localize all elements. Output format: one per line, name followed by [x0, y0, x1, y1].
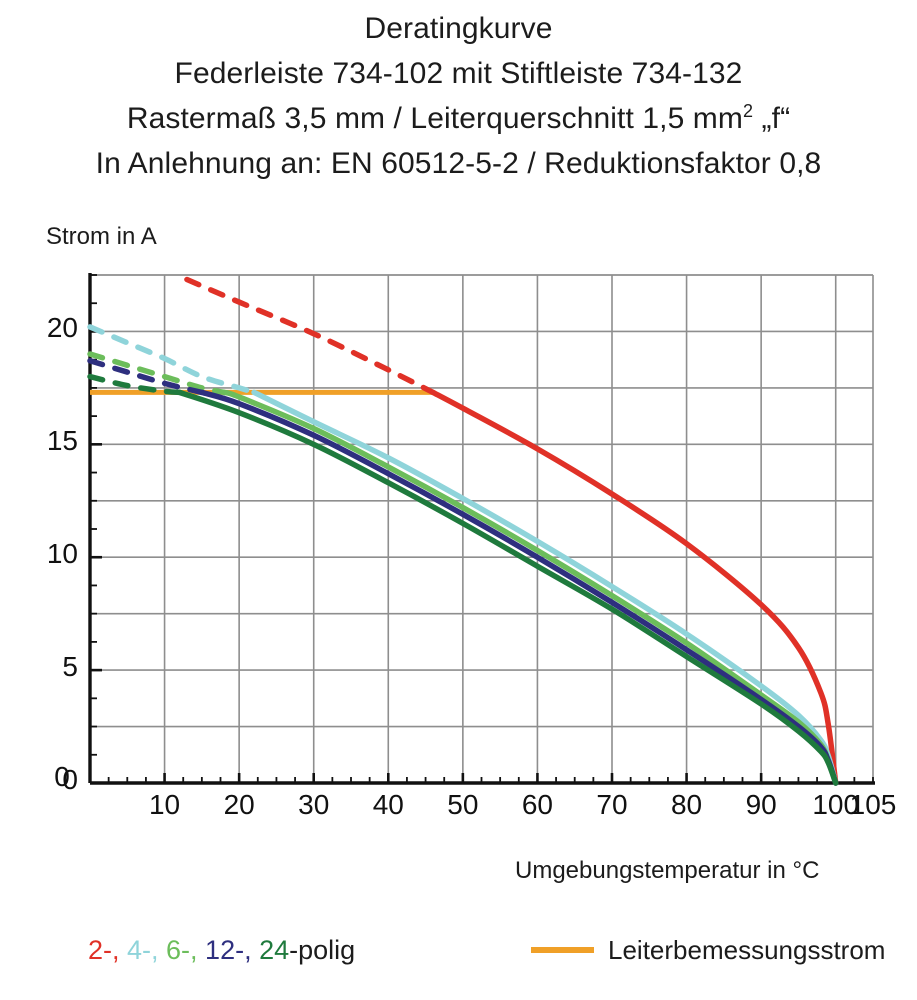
curve-2-polig-solid [430, 389, 839, 786]
chart-legend: 2-, 4-, 6-, 12-, 24-polig Leiterbemessun… [0, 930, 917, 986]
curve-24-polig-solid [176, 389, 839, 786]
title-line-2: Federleiste 734-102 mit Stiftleiste 734-… [174, 57, 743, 90]
y-tick-label: 5 [62, 651, 78, 683]
title-line-3: Rastermaß 3,5 mm / Leiterquerschnitt 1,5… [0, 96, 917, 141]
curve-12-polig-dashed [87, 358, 205, 396]
legend-pole-2: 2-, [88, 935, 128, 965]
title-line-3-superscript: 2 [742, 101, 754, 121]
x-tick-label: 50 [447, 789, 479, 820]
legend-pole-24: 24 [259, 935, 290, 965]
x-axis-title: Umgebungstemperatur in °C [515, 857, 820, 884]
x-tick-label: 100 [812, 789, 860, 820]
x-tick-label: 30 [298, 789, 330, 820]
grid-lines [90, 274, 874, 783]
curve-24-polig-dashed [87, 373, 183, 396]
legend-rated-current: Leiterbemessungsstrom [531, 930, 885, 970]
chart-title-block: Deratingkurve Federleiste 734-102 mit St… [0, 6, 917, 186]
title-line-4: In Anlehnung an: EN 60512-5-2 / Reduktio… [95, 147, 822, 180]
derating-curves [87, 276, 839, 786]
legend-line-swatch [531, 947, 594, 954]
legend-pole-6: 6-, [166, 935, 206, 965]
x-tick-label: 20 [223, 789, 255, 820]
curve-2-polig-dashed [184, 276, 436, 396]
y-tick-label: 15 [46, 425, 78, 457]
x-tick-label: 10 [148, 789, 181, 820]
legend-pole-12: 12-, [205, 935, 260, 965]
x-tick-label: 80 [670, 789, 703, 820]
curve-6-polig-dashed [87, 351, 227, 396]
x-tick-label: 105 [849, 789, 897, 820]
legend-rated-current-label: Leiterbemessungsstrom [608, 935, 886, 965]
title-line-3-suffix: „f“ [753, 102, 791, 135]
x-tick-label: 40 [372, 789, 404, 820]
y-tick-label: 20 [46, 312, 78, 344]
x-tick-label: 60 [521, 789, 553, 820]
axis-ticks [88, 274, 874, 785]
legend-poles: 2-, 4-, 6-, 12-, 24-polig [88, 930, 355, 970]
title-line-3-main: Rastermaß 3,5 mm / Leiterquerschnitt 1,5… [126, 102, 743, 135]
curve-12-polig-solid [199, 389, 839, 786]
title-line-1: Deratingkurve [364, 12, 553, 45]
y-tick-label: 0 [62, 764, 78, 795]
legend-poles-suffix: -polig [289, 935, 356, 965]
curve-4-polig-solid [251, 389, 839, 786]
y-tick-label: 10 [46, 538, 78, 570]
y-axis-title: Strom in A [46, 223, 157, 250]
x-tick-label: 70 [596, 789, 628, 820]
x-tick-label: 0 [54, 761, 70, 792]
x-tick-label: 90 [745, 789, 777, 820]
legend-pole-4: 4-, [127, 935, 167, 965]
curve-4-polig-dashed [87, 324, 257, 396]
